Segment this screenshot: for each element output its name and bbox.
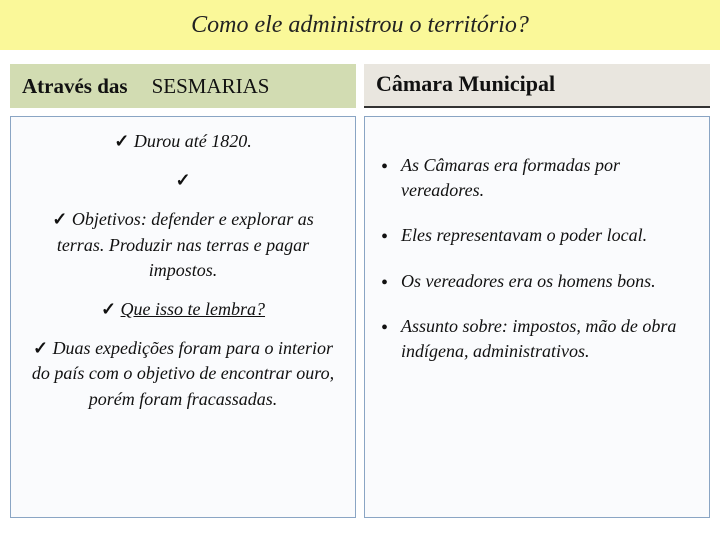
right-box: As Câmaras era formadas por vereadores. … bbox=[364, 116, 710, 518]
bullet-list: As Câmaras era formadas por vereadores. … bbox=[381, 153, 693, 364]
right-column: Câmara Municipal As Câmaras era formadas… bbox=[364, 64, 710, 518]
left-subheader-main: SESMARIAS bbox=[152, 74, 270, 99]
list-item: Objetivos: defender e explorar as terras… bbox=[27, 207, 339, 283]
list-item: As Câmaras era formadas por vereadores. bbox=[381, 153, 693, 203]
left-box: Durou até 1820. Objetivos: defender e ex… bbox=[10, 116, 356, 518]
right-subheader-text: Câmara Municipal bbox=[376, 71, 555, 97]
list-item: Eles representavam o poder local. bbox=[381, 223, 693, 248]
left-column: Através das SESMARIAS Durou até 1820. Ob… bbox=[10, 64, 356, 518]
content-area: Através das SESMARIAS Durou até 1820. Ob… bbox=[0, 50, 720, 528]
list-item: Os vereadores era os homens bons. bbox=[381, 269, 693, 294]
left-subheader-prefix: Através das bbox=[22, 74, 128, 99]
list-item: Durou até 1820. bbox=[27, 129, 339, 154]
list-item-text: Que isso te lembra? bbox=[121, 299, 265, 319]
list-item bbox=[27, 168, 339, 193]
list-item: Duas expedições foram para o interior do… bbox=[27, 336, 339, 412]
left-subheader: Através das SESMARIAS bbox=[10, 64, 356, 108]
list-item: Que isso te lembra? bbox=[27, 297, 339, 322]
list-item: Assunto sobre: impostos, mão de obra ind… bbox=[381, 314, 693, 364]
slide-header: Como ele administrou o território? bbox=[0, 0, 720, 50]
right-subheader: Câmara Municipal bbox=[364, 64, 710, 108]
slide-title: Como ele administrou o território? bbox=[191, 12, 529, 39]
check-list: Durou até 1820. Objetivos: defender e ex… bbox=[27, 129, 339, 412]
